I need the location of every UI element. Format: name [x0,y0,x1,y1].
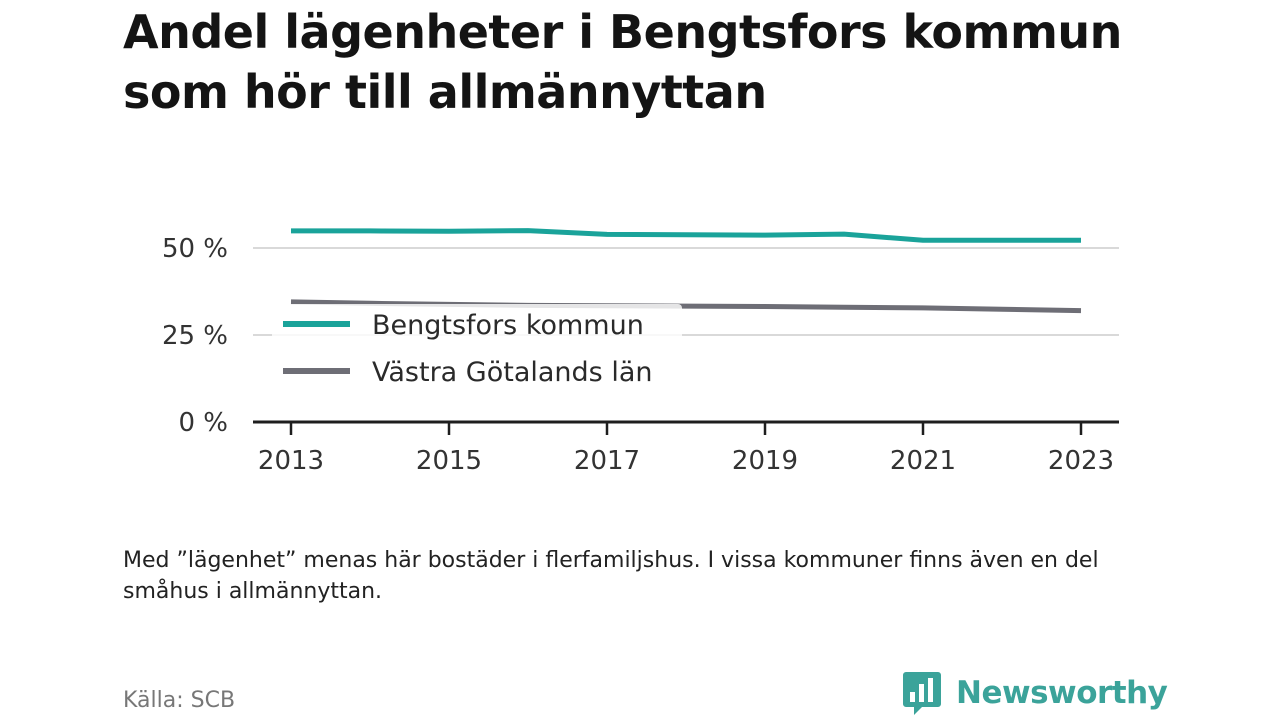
x-axis-ticks: 2013 2015 2017 2019 2021 2023 [258,422,1114,476]
x-tick-label: 2019 [732,446,798,476]
x-tick-label: 2023 [1048,446,1114,476]
source-label: Källa: SCB [123,688,236,713]
legend-background [272,304,682,396]
y-tick-label: 25 % [162,321,228,351]
newsworthy-logo-icon [903,672,941,715]
chart-title: Andel lägenheter i Bengtsfors kommun som… [123,5,1122,119]
y-tick-label: 50 % [162,234,228,264]
chart-note: Med ”lägenhet” menas här bostäder i fler… [123,548,1099,604]
x-tick-label: 2015 [416,446,482,476]
x-tick-label: 2021 [890,446,956,476]
series-lines [290,228,1082,314]
legend-label-vastra-gotaland: Västra Götalands län [372,357,652,388]
legend: Bengtsfors kommun Västra Götalands län [272,304,682,396]
brand-name: Newsworthy [956,675,1168,711]
x-tick-label: 2017 [574,446,640,476]
x-tick-label: 2013 [258,446,324,476]
legend-label-bengtsfors: Bengtsfors kommun [372,310,644,341]
y-tick-label: 0 % [178,408,228,438]
brand-logo: Newsworthy [902,670,1168,716]
y-axis-ticks: 0 % 25 % 50 % [162,234,228,438]
series-line-bengtsfors [291,228,1081,243]
